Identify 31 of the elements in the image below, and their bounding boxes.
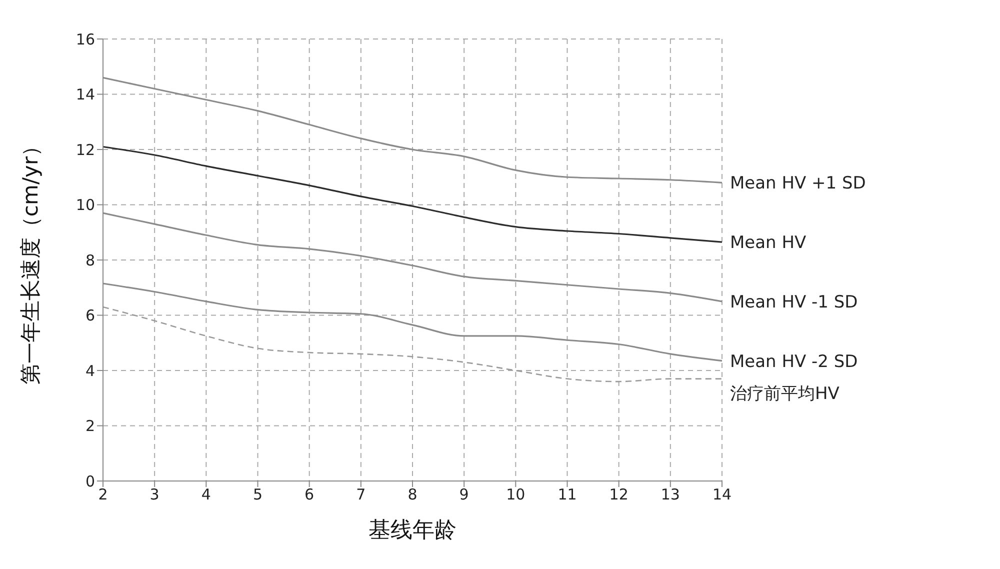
y-tick-label: 2 [85,417,95,436]
x-tick-label: 13 [660,486,680,504]
x-tick-label: 11 [558,486,577,504]
y-tick-label: 4 [85,362,95,380]
y-tick-label: 10 [76,196,95,214]
x-tick-label: 10 [506,486,526,504]
series-label: Mean HV -2 SD [730,352,858,372]
y-tick-label: 12 [76,140,95,159]
x-tick-label: 9 [459,486,469,504]
x-tick-label: 4 [201,486,211,504]
y-axis-title: 第一年生长速度（cm/yr） [18,135,42,385]
x-tick-label: 2 [98,486,108,504]
y-tick-label: 8 [85,251,95,270]
line-series [103,146,722,243]
series-label: Mean HV [730,233,807,254]
x-tick-label: 5 [252,486,263,504]
series-label: 治疗前平均HV [730,384,840,404]
x-axis-title: 基线年龄 [368,518,456,543]
y-tick-label: 0 [85,472,95,490]
x-tick-label: 8 [408,486,418,504]
x-tick-label: 14 [712,486,732,504]
y-tick-label: 16 [76,30,95,48]
line-series [103,306,722,382]
x-tick-label: 6 [304,486,314,504]
y-tick-label: 6 [85,306,95,325]
series-label: Mean HV +1 SD [730,174,866,194]
y-tick-label: 14 [76,86,95,104]
x-tick-label: 3 [150,486,160,504]
x-tick-label: 7 [356,486,366,504]
series-label: Mean HV -1 SD [730,292,858,312]
x-tick-label: 12 [609,486,628,504]
